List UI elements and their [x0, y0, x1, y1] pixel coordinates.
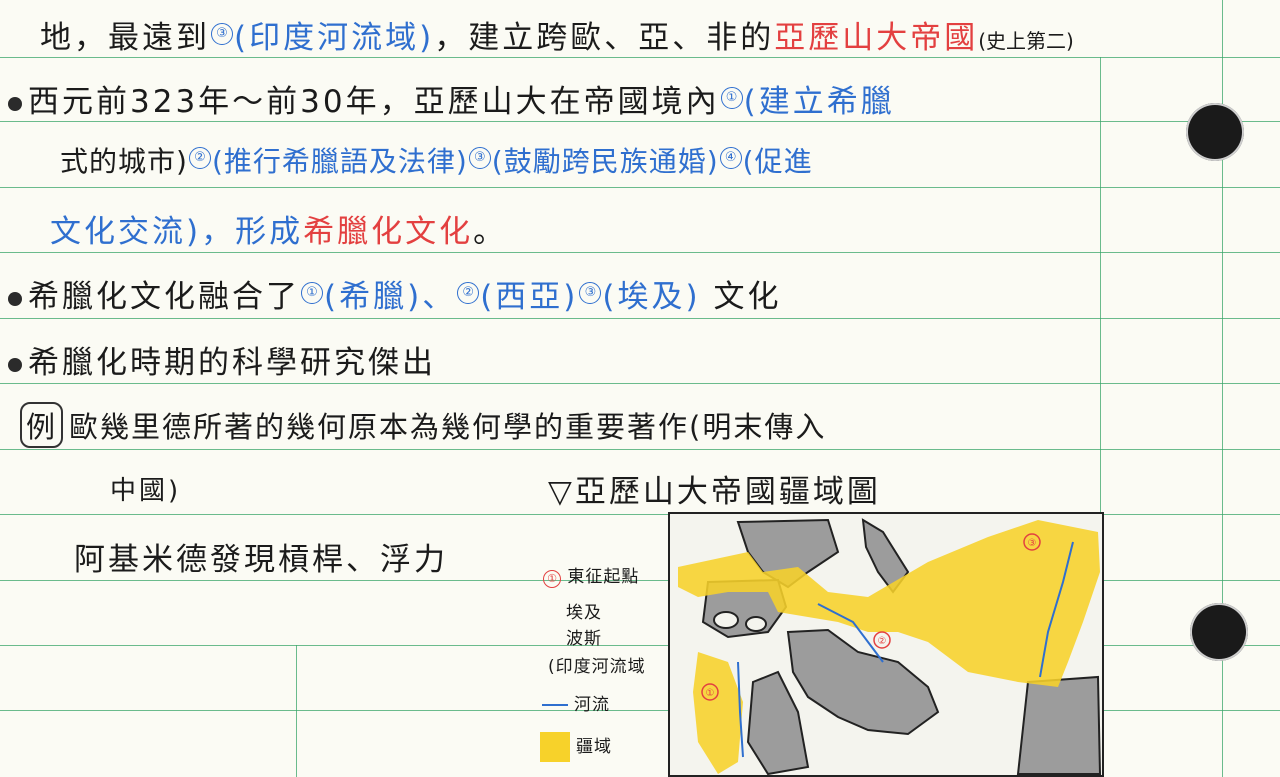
map-marker: ②	[873, 631, 891, 649]
text: 歐幾里德所著的幾何原本為幾何學的重要著作(明末傳入	[69, 410, 827, 444]
margin-line	[1222, 0, 1223, 777]
marker-label: ②	[878, 636, 887, 647]
example-box: 例	[20, 402, 64, 448]
text: (促進	[742, 145, 813, 178]
bullet-icon	[8, 291, 22, 306]
rule-line	[0, 383, 1280, 384]
legend-item: 波斯	[566, 629, 602, 649]
text: 阿基米德發現槓桿、浮力	[74, 542, 448, 578]
text: (鼓勵跨民族通婚)	[491, 145, 719, 178]
legend-text: 東征起點	[567, 567, 640, 587]
margin-line	[1100, 57, 1101, 777]
binder-hole	[1190, 603, 1248, 661]
text: 文化	[713, 279, 782, 315]
land-india	[1016, 675, 1102, 775]
territory-swatch	[540, 732, 570, 762]
number-marker: ②	[188, 146, 211, 169]
text: ，建立跨歐、亞、非的	[434, 20, 775, 56]
note-line-2: 西元前323年～前30年，亞歷山大在帝國境內 ① (建立希臘	[8, 76, 895, 121]
text: 式的城市)	[60, 145, 188, 178]
legend-text: 河流	[574, 695, 610, 715]
rule-line	[0, 449, 1280, 450]
rule-line	[0, 580, 1280, 581]
text: (推行希臘語及法律)	[211, 145, 468, 178]
rule-line	[0, 121, 1280, 122]
note-line-9: 阿基米德發現槓桿、浮力	[74, 534, 448, 579]
note-line-1: 地，最遠到 ③ (印度河流域)，建立跨歐、亞、非的亞歷山大帝國(史上第二)	[40, 12, 1074, 57]
bullet-icon	[8, 96, 22, 111]
legend-item: (印度河流域	[548, 657, 646, 677]
river-nile	[737, 661, 744, 758]
rule-line	[0, 514, 1280, 515]
note-line-7: 例歐幾里德所著的幾何原本為幾何學的重要著作(明末傳入	[20, 402, 826, 448]
text: 西元前323年～前30年，亞歷山大在帝國境內	[28, 84, 720, 120]
note-line-5: 希臘化文化融合了 ① (希臘)、 ② (西亞) ③ (埃及) 文化	[8, 271, 781, 316]
number-marker: ①	[720, 86, 743, 109]
text: 。	[473, 214, 508, 250]
text: (史上第二)	[978, 29, 1074, 53]
text: 中國)	[110, 476, 182, 506]
rule-line	[0, 252, 1280, 253]
text: 文化交流)，形成	[50, 214, 304, 250]
map-title: ▽亞歷山大帝國疆域圖	[548, 474, 881, 510]
number-marker: ②	[457, 281, 480, 304]
bullet-icon	[8, 357, 22, 372]
text: (西亞)	[480, 279, 579, 315]
text: (希臘)、	[324, 279, 457, 315]
river-tigris	[817, 603, 884, 663]
number-marker: ①	[301, 281, 323, 304]
text: 地，最遠到	[40, 20, 210, 56]
legend-river: 河流	[542, 690, 610, 715]
highlight-text: 希臘化文化	[303, 214, 474, 250]
highlight-text: 亞歷山大帝國	[774, 20, 979, 56]
land-mesopotamia	[786, 628, 940, 736]
legend-territory: 疆域	[540, 732, 612, 762]
map-marker: ①	[701, 683, 719, 701]
note-line-4: 文化交流)，形成希臘化文化。	[50, 206, 507, 251]
rule-line	[0, 318, 1280, 319]
river-swatch	[542, 704, 568, 706]
empire-territory	[678, 520, 1100, 687]
legend-text: 疆域	[576, 737, 612, 757]
rule-line	[0, 645, 1280, 646]
grid-line	[296, 645, 297, 777]
number-marker: ④	[719, 146, 742, 169]
number-marker: ③	[468, 146, 491, 169]
number-marker: ③	[579, 281, 602, 304]
text: (建立希臘	[743, 84, 895, 120]
marker-label: ①	[706, 688, 715, 699]
marker-label: ③	[1028, 538, 1037, 549]
number-marker: ③	[211, 22, 233, 45]
rule-line	[0, 57, 1280, 58]
legend-item-start: ① 東征起點	[543, 562, 639, 588]
binder-hole	[1186, 103, 1244, 161]
legend-item: 埃及	[566, 603, 602, 623]
note-line-6: 希臘化時期的科學研究傑出	[8, 337, 436, 382]
text: 希臘化時期的科學研究傑出	[28, 345, 436, 381]
empire-territory-egypt	[693, 652, 743, 774]
sea	[713, 611, 739, 629]
rule-line	[0, 710, 1280, 711]
land-arabia	[746, 670, 810, 776]
rule-line	[0, 187, 1280, 188]
note-line-8: 中國)	[110, 470, 181, 507]
legend-number: ①	[543, 570, 561, 588]
river-indus	[1039, 541, 1074, 678]
map-marker: ③	[1023, 533, 1041, 551]
text: (埃及)	[602, 279, 701, 315]
empire-map: ① ② ③	[668, 512, 1104, 777]
text: 希臘化文化融合了	[28, 279, 300, 315]
note-line-3: 式的城市) ② (推行希臘語及法律) ③ (鼓勵跨民族通婚) ④ (促進	[60, 140, 813, 180]
text: (印度河流域)	[234, 20, 435, 56]
sea	[745, 616, 767, 632]
